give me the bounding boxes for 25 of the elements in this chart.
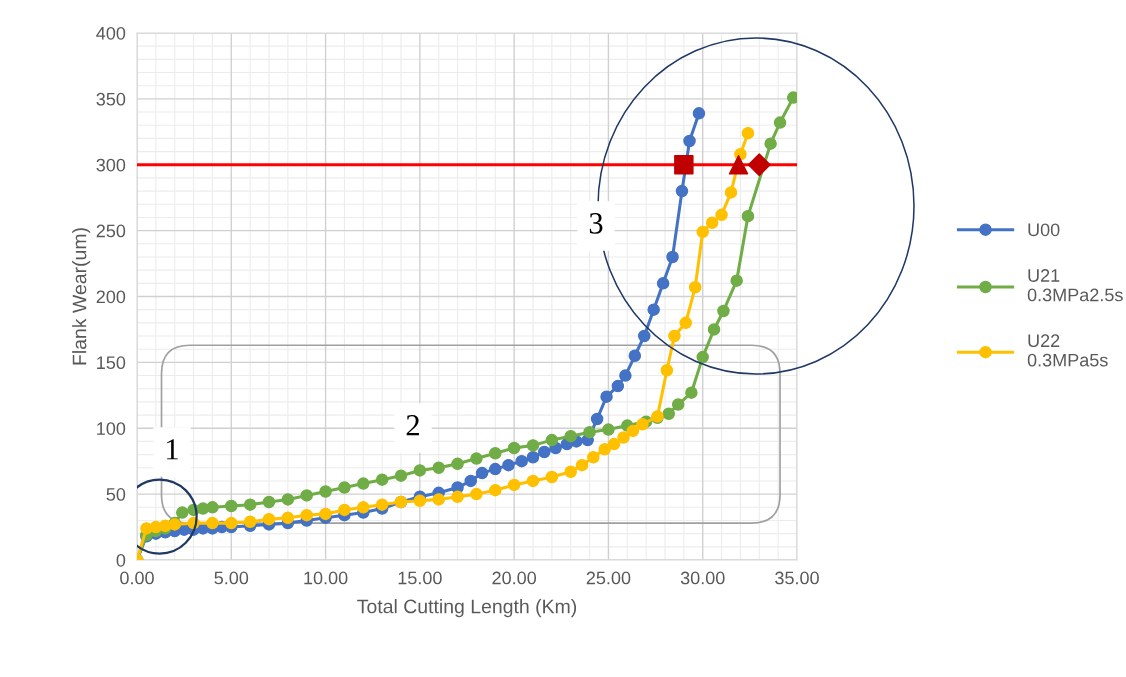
annotation: 1 <box>167 439 178 460</box>
x-tick-label: 25.00 <box>586 571 631 585</box>
y-tick-label: 0 <box>116 553 126 567</box>
y-tick-label: 200 <box>96 290 126 304</box>
x-tick-label: 20.00 <box>492 571 537 585</box>
y-tick-label: 100 <box>97 422 126 435</box>
x-axis-title: Total Cutting Length (Km) <box>357 599 577 618</box>
y-tick-label: 150 <box>97 356 126 370</box>
x-tick-label: 30.00 <box>680 571 725 585</box>
x-tick-label: 15.00 <box>398 571 442 585</box>
y-axis-title: Flank Wear(um) <box>72 228 91 365</box>
legend-label: U21 0.3MPa2.5s <box>1027 269 1123 302</box>
x-tick-label: 35.00 <box>775 571 819 585</box>
y-tick-label: 250 <box>96 224 126 238</box>
y-tick-label: 400 <box>96 26 126 40</box>
annotation: 3 <box>589 213 603 234</box>
annotation: 2 <box>406 415 419 436</box>
x-tick-label: 0.00 <box>120 571 154 585</box>
y-tick-label: 350 <box>96 92 126 106</box>
x-tick-label: 10.00 <box>304 571 348 585</box>
legend-label: U00 <box>1028 223 1060 237</box>
x-tick-label: 5.00 <box>214 571 249 585</box>
y-tick-label: 300 <box>96 158 126 172</box>
y-tick-label: 50 <box>106 488 126 501</box>
legend-label: U22 0.3MPa5s <box>1027 334 1108 367</box>
